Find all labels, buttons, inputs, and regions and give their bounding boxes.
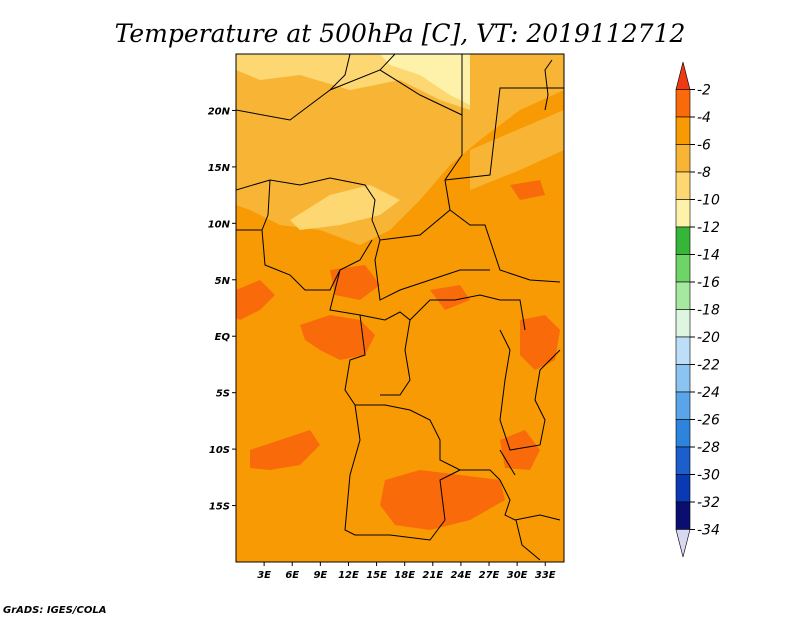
lon-tick-label: 12E: [338, 570, 359, 581]
colorbar-label: -30: [697, 468, 720, 484]
lon-tick-label: 18E: [394, 570, 415, 581]
colorbar-swatch: [675, 171, 691, 200]
colorbar-swatch: [675, 89, 691, 118]
lon-tick-label: 9E: [313, 570, 327, 581]
field-warm-gabon: [300, 315, 375, 360]
lon-tick-label: 30E: [507, 570, 528, 581]
colorbar-swatch: [675, 419, 691, 448]
colorbar-label: -16: [697, 275, 720, 291]
field-warm-east: [510, 180, 545, 200]
lon-tick-label: 21E: [422, 570, 443, 581]
colorbar-swatch: [675, 501, 691, 530]
lon-tick-label: 6E: [285, 570, 299, 581]
colorbar-label: -10: [697, 193, 720, 209]
colorbar-swatch: [675, 226, 691, 255]
colorbar-label: -12: [697, 220, 720, 236]
field-band-lightest: [380, 54, 470, 105]
lat-tick-label: 10N: [208, 219, 231, 230]
lon-tick-label: 24E: [451, 570, 472, 581]
colorbar-label: -26: [697, 413, 720, 429]
colorbar-swatch: [675, 391, 691, 420]
colorbar-swatch: [675, 336, 691, 365]
field-warm-sahel: [430, 285, 470, 310]
lat-tick-label: 5N: [215, 276, 231, 287]
colorbar-top-arrow: [675, 61, 691, 90]
lat-tick-label: 5S: [216, 389, 230, 400]
colorbar-label: -14: [697, 248, 720, 264]
field-warm-west: [236, 280, 275, 320]
colorbar-swatch: [675, 144, 691, 173]
lat-tick-label: 15N: [208, 163, 231, 174]
field-warm-cameroon: [330, 265, 380, 300]
colorbar-swatch: [675, 309, 691, 338]
field-warm-lakes: [520, 315, 560, 370]
temperature-map: [236, 54, 564, 562]
colorbar-label: -20: [697, 330, 720, 346]
colorbar-label: -2: [697, 83, 711, 99]
lon-tick-label: 3E: [257, 570, 271, 581]
colorbar-swatch: [675, 116, 691, 145]
colorbar-bottom-arrow: [675, 529, 691, 558]
colorbar-label: -18: [697, 303, 720, 319]
field-band-light-east: [470, 110, 564, 190]
colorbar-label: -8: [697, 165, 711, 181]
country-boundaries: [236, 54, 564, 561]
colorbar-swatch: [675, 364, 691, 393]
colorbar-swatch: [675, 474, 691, 503]
grads-credit: GrADS: IGES/COLA: [3, 605, 106, 616]
colorbar-swatch: [675, 254, 691, 283]
colorbar-swatch: [675, 281, 691, 310]
field-band-light: [236, 54, 564, 245]
field-warm-southeast: [500, 430, 540, 470]
lat-tick-label: 20N: [208, 106, 231, 117]
colorbar-label: -4: [697, 110, 711, 126]
colorbar-label: -22: [697, 358, 720, 374]
colorbar-label: -24: [697, 385, 720, 401]
page-title: Temperature at 500hPa [C], VT: 201911271…: [115, 19, 686, 48]
longitude-axis: 3E 6E 9E 12E 15E 18E 21E 24E 27E 30E 33E: [257, 562, 556, 581]
colorbar-label: -6: [697, 138, 711, 154]
colorbar-label: -32: [697, 495, 720, 511]
field-warm-atlantic: [250, 430, 320, 470]
colorbar: -2 -4 -6 -8 -10 -12 -14 -16 -18 -20 -22 -24 -26 -28 -3…: [675, 61, 720, 558]
latitude-axis: 20N 15N 10N 5N EQ 5S 10S 15S: [208, 106, 236, 513]
map-frame: [235, 53, 565, 563]
lon-tick-label: 33E: [535, 570, 556, 581]
lat-tick-label: EQ: [215, 332, 231, 343]
colorbar-label: -28: [697, 440, 720, 456]
lon-tick-label: 15E: [366, 570, 387, 581]
colorbar-swatch: [675, 199, 691, 228]
lat-tick-label: 10S: [209, 445, 230, 456]
colorbar-label: -34: [697, 523, 720, 539]
lon-tick-label: 27E: [479, 570, 500, 581]
lat-tick-label: 15S: [209, 502, 230, 513]
colorbar-swatch: [675, 446, 691, 475]
